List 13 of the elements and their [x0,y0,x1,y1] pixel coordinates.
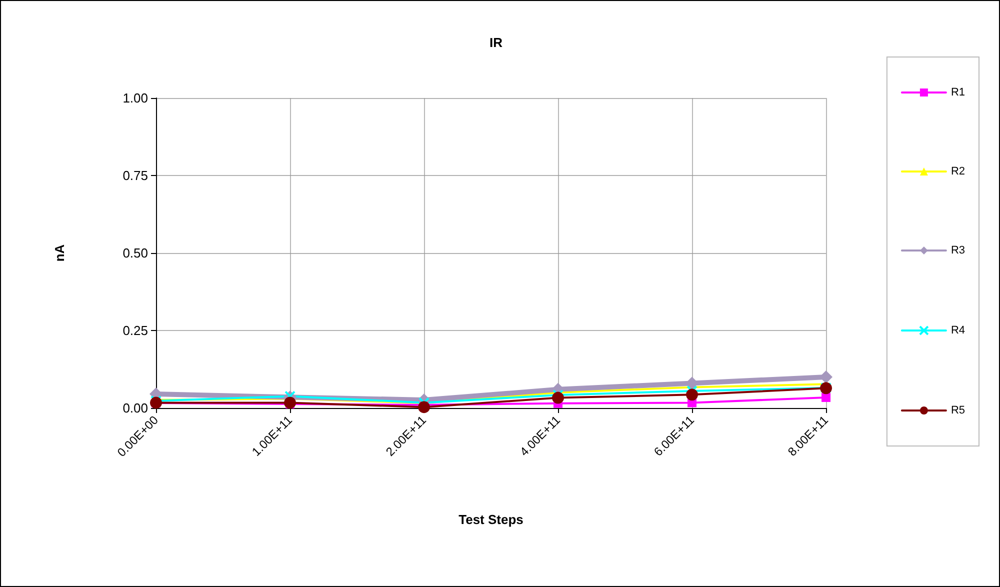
y-tick-label: 0.25 [122,323,148,338]
legend-label: R5 [950,404,965,416]
y-tick-label: 0.50 [122,246,148,260]
x-axis-title: Test Steps [458,512,524,527]
legend-label: R4 [950,324,965,336]
legend-label: R2 [950,166,965,178]
y-tick-label: 0.00 [122,400,148,416]
legend-label: R3 [950,244,965,256]
legend-label: R1 [950,86,965,98]
y-tick-label: 1.00 [122,90,148,106]
chart-title: IR [490,35,504,50]
y-axis-title: nA [52,244,67,262]
y-tick-label: 0.75 [122,168,148,183]
